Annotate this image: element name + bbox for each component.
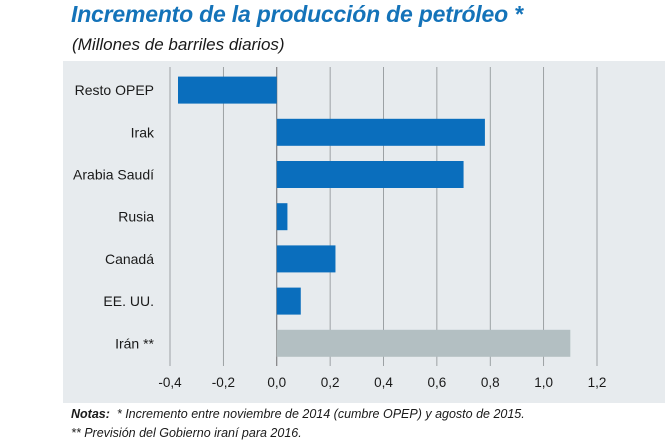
bar — [276, 245, 336, 273]
category-label: EE. UU. — [103, 293, 154, 309]
category-label: Resto OPEP — [75, 82, 154, 98]
notes-line-1: Notas: * Incremento entre noviembre de 2… — [71, 405, 525, 424]
bar — [276, 329, 571, 357]
notes: Notas: * Incremento entre noviembre de 2… — [71, 405, 525, 443]
bar — [276, 161, 464, 188]
x-tick-label: 0,6 — [427, 375, 446, 390]
x-tick-label: -0,2 — [212, 375, 235, 390]
x-tick-label: 0,8 — [481, 375, 500, 390]
notes-line-2: ** Previsión del Gobierno iraní para 201… — [71, 426, 302, 440]
bar — [178, 76, 277, 104]
notes-panel — [63, 403, 665, 445]
bar — [276, 287, 301, 315]
notes-text-1: * Incremento entre noviembre de 2014 (cu… — [116, 407, 525, 421]
category-label: Arabia Saudí — [73, 167, 154, 183]
notes-label: Notas: — [71, 407, 110, 421]
x-tick-label: 0,2 — [321, 375, 340, 390]
x-tick-label: 1,2 — [588, 375, 607, 390]
x-tick-label: 0,4 — [374, 375, 393, 390]
category-label: Irán ** — [115, 335, 154, 351]
x-tick-label: -0,4 — [158, 375, 182, 390]
x-tick-label: 0,0 — [267, 375, 286, 390]
bar — [276, 203, 288, 231]
chart-title: Incremento de la producción de petróleo … — [71, 1, 523, 27]
category-label: Canadá — [105, 251, 154, 267]
x-tick-label: 1,0 — [534, 375, 553, 390]
category-label: Rusia — [118, 209, 154, 225]
chart-subtitle: (Millones de barriles diarios) — [72, 35, 285, 54]
category-label: Irak — [131, 124, 155, 140]
bar — [276, 118, 485, 146]
